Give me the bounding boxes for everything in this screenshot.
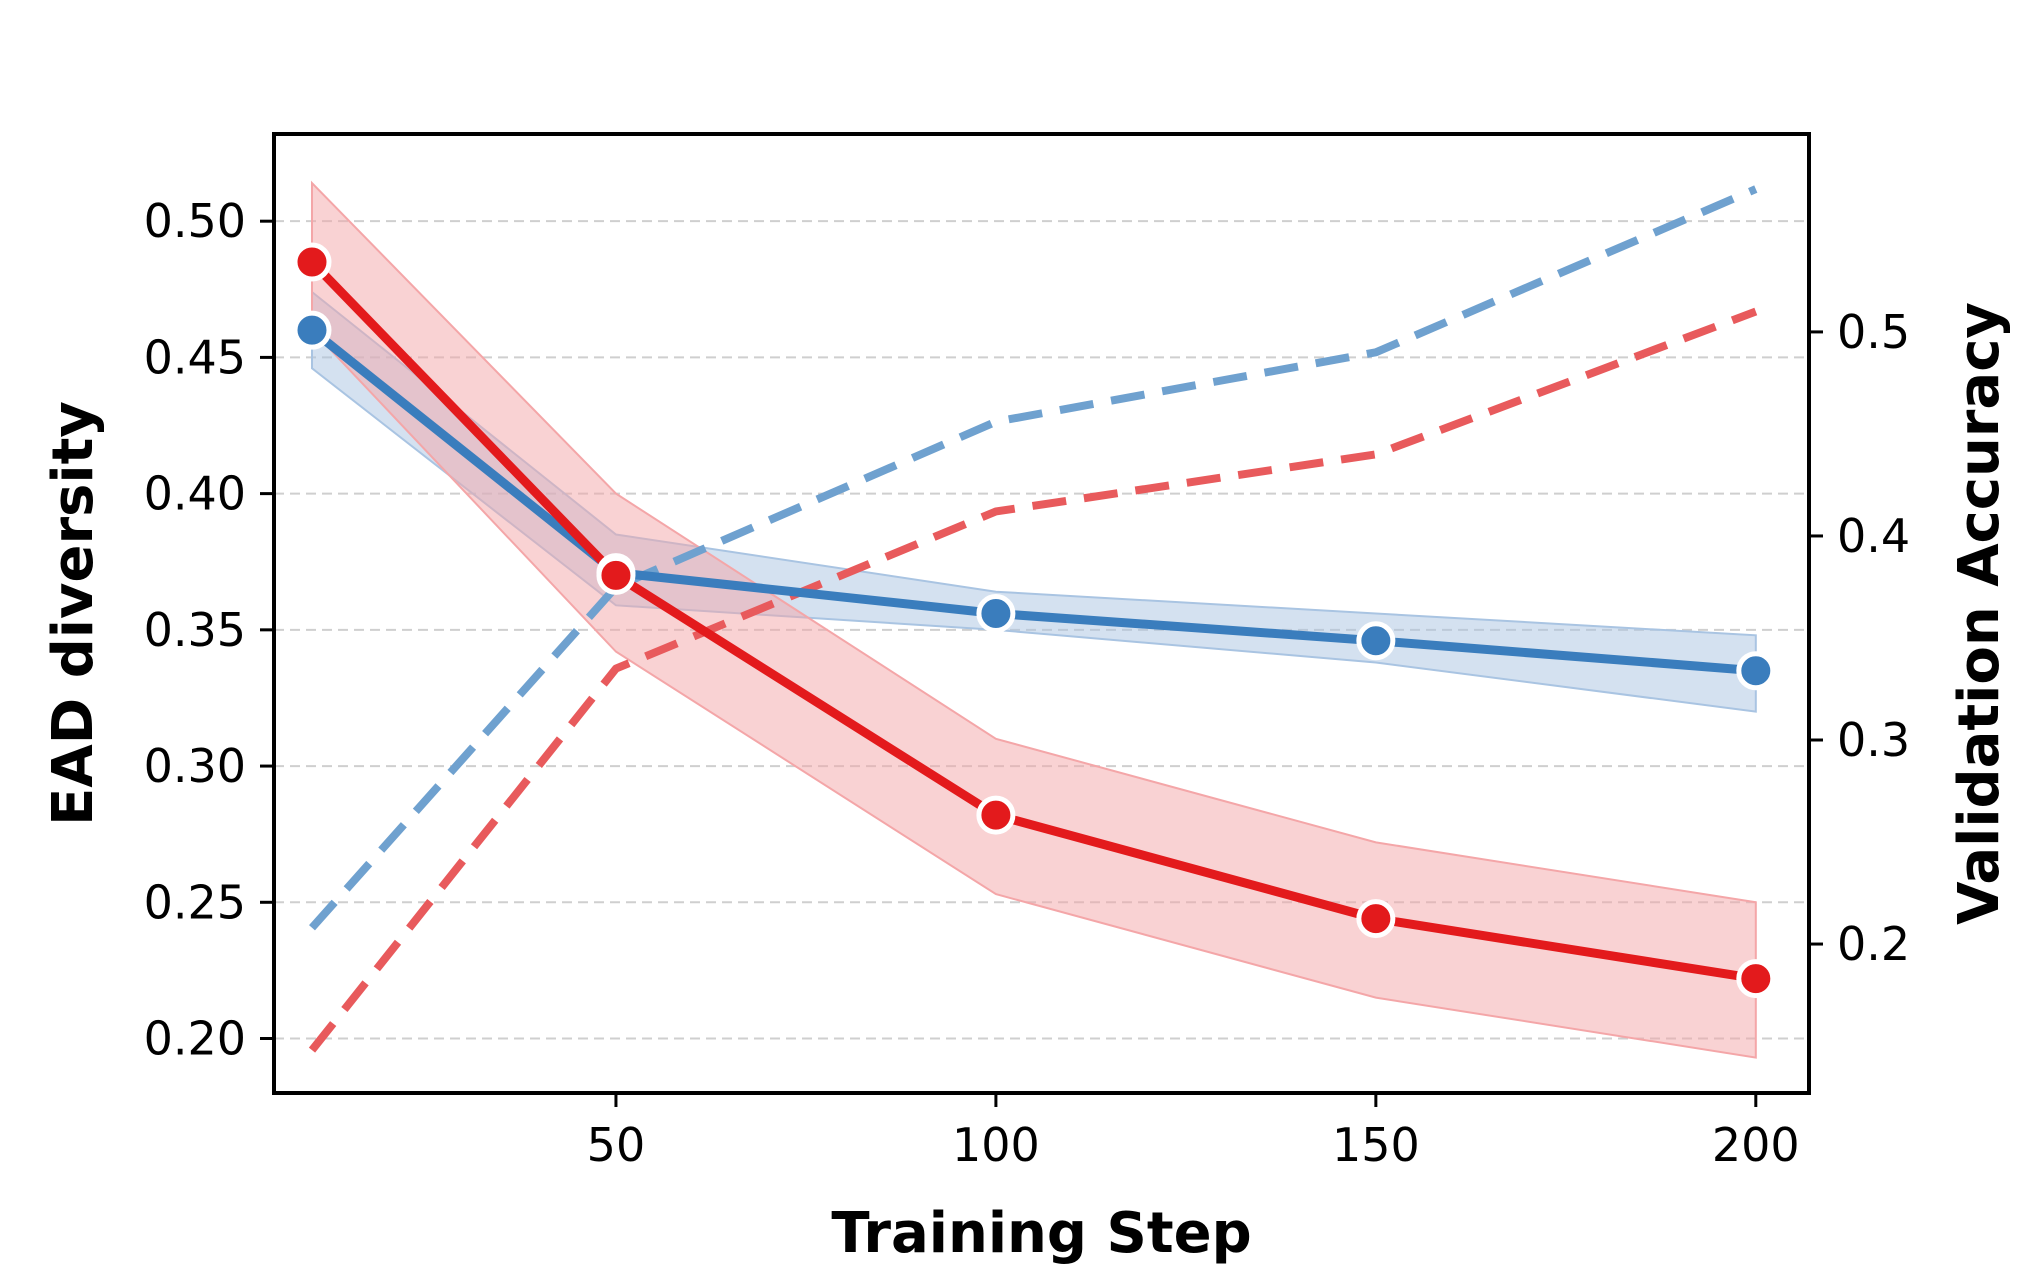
blue-diversity-point [1356, 621, 1396, 661]
red-diversity-point [1356, 899, 1396, 939]
y-tick-label: 0.50 [144, 194, 246, 248]
red-diversity-band [310, 180, 1757, 1059]
y-axis-ticks: 0.20 0.25 0.30 0.35 0.40 0.45 0.50 [144, 194, 274, 1066]
x-axis-ticks: 50 100 150 200 [587, 1093, 1800, 1172]
data-point-markers [292, 242, 1776, 999]
y-tick-label: 0.35 [144, 603, 246, 657]
y-tick-label: 0.45 [144, 330, 246, 384]
x-tick-label: 50 [587, 1118, 646, 1172]
y-tick-label: 0.25 [144, 875, 246, 929]
red-diversity-point [976, 795, 1016, 835]
y-tick-label: 0.20 [144, 1012, 246, 1066]
accuracy-lines [308, 185, 1758, 1053]
x-tick-label: 150 [1332, 1118, 1420, 1172]
blue-diversity-point [976, 594, 1016, 633]
blue-diversity-point [1736, 651, 1776, 691]
x-tick-label: 100 [952, 1118, 1040, 1172]
x-tick-label: 200 [1712, 1118, 1800, 1172]
y2-tick-label: 0.3 [1837, 713, 1910, 767]
plot-frame [272, 132, 1811, 1095]
y-tick-label: 0.30 [144, 739, 246, 793]
y-tick-label: 0.40 [144, 467, 246, 521]
y2-tick-label: 0.4 [1837, 509, 1910, 563]
y2-axis-ticks: 0.2 0.3 0.4 0.5 [1809, 305, 1910, 971]
x-axis-title: Training Step [831, 1201, 1251, 1266]
y2-axis-title: Validation Accuracy [1947, 302, 2012, 925]
y-axis-title: EAD diversity [41, 401, 106, 826]
red-diversity-point [1736, 959, 1776, 999]
red-diversity-point [292, 242, 332, 282]
blue-diversity-line [307, 325, 1761, 676]
red-diversity-point [596, 555, 636, 595]
y2-tick-label: 0.2 [1837, 917, 1910, 971]
red-accuracy-line [308, 307, 1758, 1053]
blue-diversity-point [292, 310, 332, 350]
y2-tick-label: 0.5 [1837, 305, 1910, 359]
